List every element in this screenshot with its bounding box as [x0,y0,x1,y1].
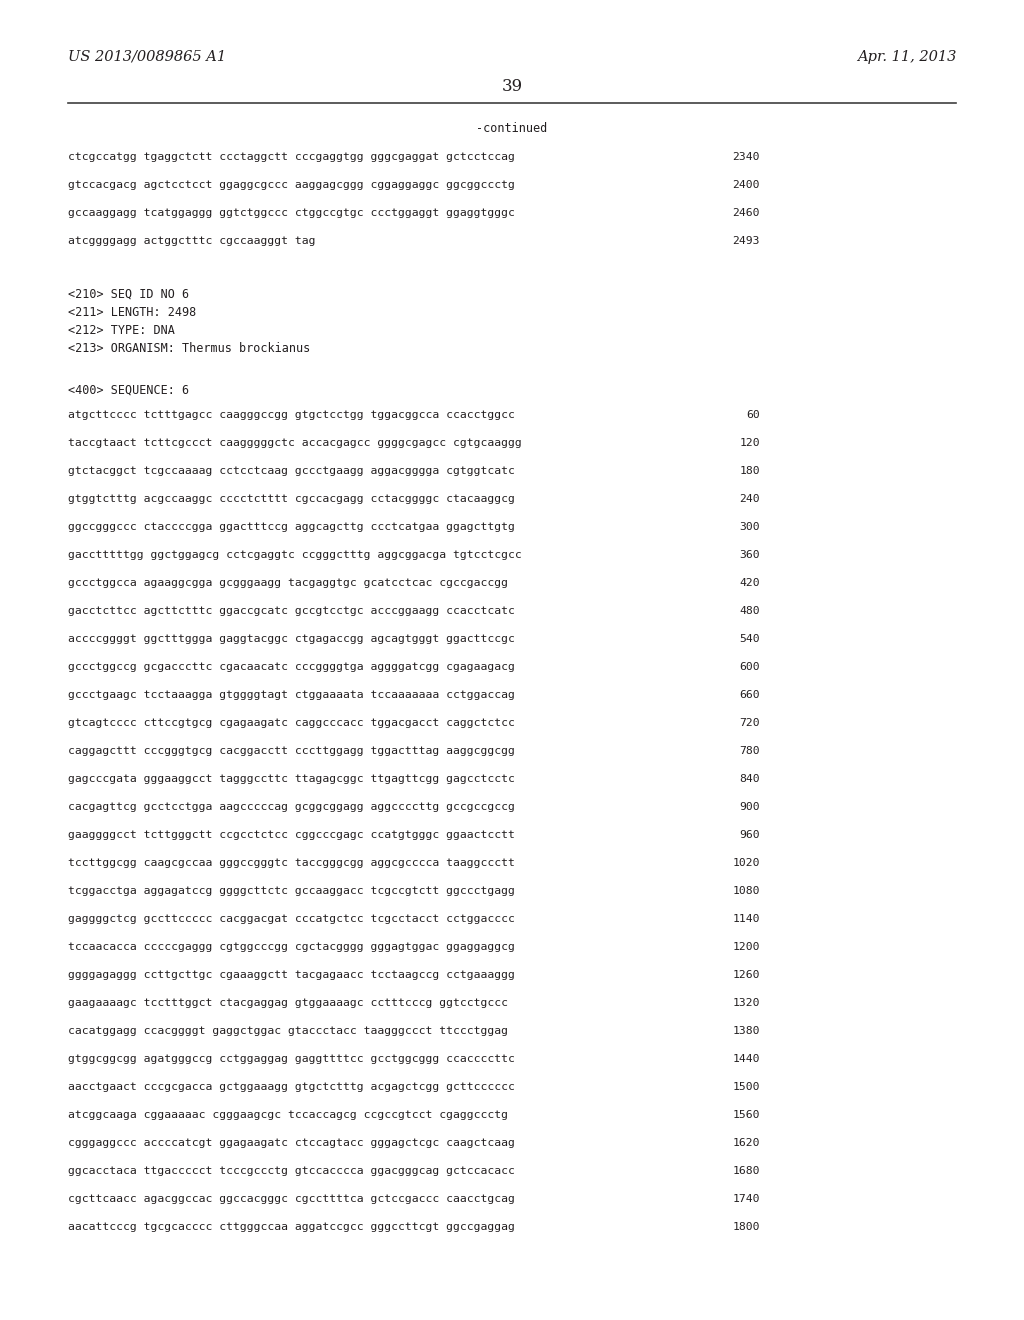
Text: gagcccgata gggaaggcct tagggccttc ttagagcggc ttgagttcgg gagcctcctc: gagcccgata gggaaggcct tagggccttc ttagagc… [68,774,515,784]
Text: cgggaggccc accccatcgt ggagaagatc ctccagtacc gggagctcgc caagctcaag: cgggaggccc accccatcgt ggagaagatc ctccagt… [68,1138,515,1148]
Text: 1200: 1200 [732,942,760,952]
Text: cgcttcaacc agacggccac ggccacgggc cgccttttca gctccgaccc caacctgcag: cgcttcaacc agacggccac ggccacgggc cgccttt… [68,1195,515,1204]
Text: 1260: 1260 [732,970,760,979]
Text: gaagaaaagc tcctttggct ctacgaggag gtggaaaagc cctttcccg ggtcctgccc: gaagaaaagc tcctttggct ctacgaggag gtggaaa… [68,998,508,1008]
Text: cacgagttcg gcctcctgga aagcccccag gcggcggagg aggccccttg gccgccgccg: cacgagttcg gcctcctgga aagcccccag gcggcgg… [68,803,515,812]
Text: 2493: 2493 [732,236,760,246]
Text: 1140: 1140 [732,913,760,924]
Text: <212> TYPE: DNA: <212> TYPE: DNA [68,323,175,337]
Text: 1020: 1020 [732,858,760,869]
Text: gccctggccg gcgacccttc cgacaacatc cccggggtga aggggatcgg cgagaagacg: gccctggccg gcgacccttc cgacaacatc cccgggg… [68,663,515,672]
Text: <211> LENGTH: 2498: <211> LENGTH: 2498 [68,306,197,319]
Text: tccttggcgg caagcgccaa gggccgggtc taccgggcgg aggcgcccca taaggccctt: tccttggcgg caagcgccaa gggccgggtc taccggg… [68,858,515,869]
Text: 1740: 1740 [732,1195,760,1204]
Text: gacctcttcc agcttctttc ggaccgcatc gccgtcctgc acccggaagg ccacctcatc: gacctcttcc agcttctttc ggaccgcatc gccgtcc… [68,606,515,616]
Text: 1320: 1320 [732,998,760,1008]
Text: 480: 480 [739,606,760,616]
Text: gtcagtcccc cttccgtgcg cgagaagatc caggcccacc tggacgacct caggctctcc: gtcagtcccc cttccgtgcg cgagaagatc caggccc… [68,718,515,729]
Text: 900: 900 [739,803,760,812]
Text: 2400: 2400 [732,180,760,190]
Text: <213> ORGANISM: Thermus brockianus: <213> ORGANISM: Thermus brockianus [68,342,310,355]
Text: 1800: 1800 [732,1222,760,1232]
Text: 2340: 2340 [732,152,760,162]
Text: -continued: -continued [476,121,548,135]
Text: 60: 60 [746,411,760,420]
Text: atcggcaaga cggaaaaac cgggaagcgc tccaccagcg ccgccgtcct cgaggccctg: atcggcaaga cggaaaaac cgggaagcgc tccaccag… [68,1110,508,1119]
Text: 1080: 1080 [732,886,760,896]
Text: tccaacacca cccccgaggg cgtggcccgg cgctacgggg gggagtggac ggaggaggcg: tccaacacca cccccgaggg cgtggcccgg cgctacg… [68,942,515,952]
Text: 1500: 1500 [732,1082,760,1092]
Text: 600: 600 [739,663,760,672]
Text: 180: 180 [739,466,760,477]
Text: <400> SEQUENCE: 6: <400> SEQUENCE: 6 [68,384,189,397]
Text: gccctggcca agaaggcgga gcgggaagg tacgaggtgc gcatcctcac cgccgaccgg: gccctggcca agaaggcgga gcgggaagg tacgaggt… [68,578,508,587]
Text: caggagcttt cccgggtgcg cacggacctt cccttggagg tggactttag aaggcggcgg: caggagcttt cccgggtgcg cacggacctt cccttgg… [68,746,515,756]
Text: gccctgaagc tcctaaagga gtggggtagt ctggaaaata tccaaaaaaa cctggaccag: gccctgaagc tcctaaagga gtggggtagt ctggaaa… [68,690,515,700]
Text: aacctgaact cccgcgacca gctggaaagg gtgctctttg acgagctcgg gcttcccccc: aacctgaact cccgcgacca gctggaaagg gtgctct… [68,1082,515,1092]
Text: 660: 660 [739,690,760,700]
Text: US 2013/0089865 A1: US 2013/0089865 A1 [68,50,226,63]
Text: 240: 240 [739,494,760,504]
Text: taccgtaact tcttcgccct caagggggctc accacgagcc ggggcgagcc cgtgcaaggg: taccgtaact tcttcgccct caagggggctc accacg… [68,438,522,447]
Text: ggccgggccc ctaccccgga ggactttccg aggcagcttg ccctcatgaa ggagcttgtg: ggccgggccc ctaccccgga ggactttccg aggcagc… [68,521,515,532]
Text: atcggggagg actggctttc cgccaagggt tag: atcggggagg actggctttc cgccaagggt tag [68,236,315,246]
Text: gaggggctcg gccttccccc cacggacgat cccatgctcc tcgcctacct cctggacccc: gaggggctcg gccttccccc cacggacgat cccatgc… [68,913,515,924]
Text: Apr. 11, 2013: Apr. 11, 2013 [857,50,956,63]
Text: ggcacctaca ttgaccccct tcccgccctg gtccacccca ggacgggcag gctccacacc: ggcacctaca ttgaccccct tcccgccctg gtccacc… [68,1166,515,1176]
Text: 300: 300 [739,521,760,532]
Text: tcggacctga aggagatccg ggggcttctc gccaaggacc tcgccgtctt ggccctgagg: tcggacctga aggagatccg ggggcttctc gccaagg… [68,886,515,896]
Text: 840: 840 [739,774,760,784]
Text: gaaggggcct tcttgggctt ccgcctctcc cggcccgagc ccatgtgggc ggaactcctt: gaaggggcct tcttgggctt ccgcctctcc cggcccg… [68,830,515,840]
Text: atgcttcccc tctttgagcc caagggccgg gtgctcctgg tggacggcca ccacctggcc: atgcttcccc tctttgagcc caagggccgg gtgctcc… [68,411,515,420]
Text: 1380: 1380 [732,1026,760,1036]
Text: 720: 720 [739,718,760,729]
Text: 540: 540 [739,634,760,644]
Text: gtggcggcgg agatgggccg cctggaggag gaggttttcc gcctggcggg ccaccccttc: gtggcggcgg agatgggccg cctggaggag gaggttt… [68,1053,515,1064]
Text: gccaaggagg tcatggaggg ggtctggccc ctggccgtgc ccctggaggt ggaggtgggc: gccaaggagg tcatggaggg ggtctggccc ctggccg… [68,209,515,218]
Text: 960: 960 [739,830,760,840]
Text: 1440: 1440 [732,1053,760,1064]
Text: ctcgccatgg tgaggctctt ccctaggctt cccgaggtgg gggcgaggat gctcctccag: ctcgccatgg tgaggctctt ccctaggctt cccgagg… [68,152,515,162]
Text: gacctttttgg ggctggagcg cctcgaggtc ccgggctttg aggcggacga tgtcctcgcc: gacctttttgg ggctggagcg cctcgaggtc ccgggc… [68,550,522,560]
Text: <210> SEQ ID NO 6: <210> SEQ ID NO 6 [68,288,189,301]
Text: 1620: 1620 [732,1138,760,1148]
Text: gtccacgacg agctcctcct ggaggcgccc aaggagcggg cggaggaggc ggcggccctg: gtccacgacg agctcctcct ggaggcgccc aaggagc… [68,180,515,190]
Text: 360: 360 [739,550,760,560]
Text: cacatggagg ccacggggt gaggctggac gtaccctacc taagggccct ttccctggag: cacatggagg ccacggggt gaggctggac gtacccta… [68,1026,508,1036]
Text: 420: 420 [739,578,760,587]
Text: ggggagaggg ccttgcttgc cgaaaggctt tacgagaacc tcctaagccg cctgaaaggg: ggggagaggg ccttgcttgc cgaaaggctt tacgaga… [68,970,515,979]
Text: 39: 39 [502,78,522,95]
Text: aacattcccg tgcgcacccc cttgggccaa aggatccgcc gggccttcgt ggccgaggag: aacattcccg tgcgcacccc cttgggccaa aggatcc… [68,1222,515,1232]
Text: 780: 780 [739,746,760,756]
Text: 1680: 1680 [732,1166,760,1176]
Text: 1560: 1560 [732,1110,760,1119]
Text: 120: 120 [739,438,760,447]
Text: accccggggt ggctttggga gaggtacggc ctgagaccgg agcagtgggt ggacttccgc: accccggggt ggctttggga gaggtacggc ctgagac… [68,634,515,644]
Text: gtctacggct tcgccaaaag cctcctcaag gccctgaagg aggacgggga cgtggtcatc: gtctacggct tcgccaaaag cctcctcaag gccctga… [68,466,515,477]
Text: 2460: 2460 [732,209,760,218]
Text: gtggtctttg acgccaaggc cccctctttt cgccacgagg cctacggggc ctacaaggcg: gtggtctttg acgccaaggc cccctctttt cgccacg… [68,494,515,504]
